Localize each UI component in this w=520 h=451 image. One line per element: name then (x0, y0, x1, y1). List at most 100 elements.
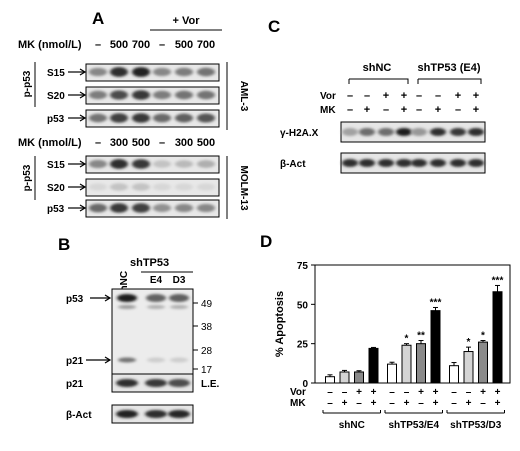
cell-line-label: MOLM-13 (238, 166, 249, 211)
western-band (110, 159, 128, 169)
band-label: β-Act (280, 159, 306, 170)
western-band (89, 113, 107, 123)
vor-sign: + (495, 387, 501, 398)
dose-label: 500 (110, 39, 128, 51)
western-band (132, 67, 150, 77)
dose-label: 500 (197, 137, 215, 149)
western-band (396, 128, 412, 136)
western-band (175, 90, 193, 100)
western-band (197, 113, 215, 123)
vor-sign: – (404, 387, 410, 398)
western-band (89, 67, 107, 77)
arrow-head-icon (79, 68, 87, 76)
mk-sign: + (495, 398, 501, 409)
western-band (175, 183, 193, 191)
band-label: p53 (47, 114, 65, 125)
western-band (359, 128, 375, 136)
vor-sign: – (466, 387, 472, 398)
vor-sign: + (455, 90, 461, 102)
western-band (153, 113, 171, 123)
mk-sign: – (451, 398, 457, 409)
western-band (450, 128, 466, 136)
blot-membrane (111, 288, 194, 377)
arrow-head-icon (79, 114, 87, 122)
band-label-p21: p21 (66, 356, 84, 367)
pp53-group-label: p-p53 (22, 164, 33, 191)
mw-marker-label: 28 (201, 346, 213, 357)
panel-label-a: A (92, 9, 104, 28)
mk-sign: – (455, 104, 461, 116)
western-band (342, 128, 358, 136)
dose-label: 300 (175, 137, 193, 149)
dose-label: 700 (197, 39, 215, 51)
mk-sign: – (416, 104, 422, 116)
apoptosis-bar (449, 365, 459, 384)
dose-label: – (159, 137, 165, 149)
western-band (110, 113, 128, 123)
apoptosis-bar (478, 341, 488, 384)
band-label: S15 (47, 68, 65, 79)
western-band (359, 159, 375, 167)
mk-sign: – (383, 104, 389, 116)
plot-frame (314, 264, 511, 384)
group-label-shnc: shNC (363, 62, 392, 74)
mk-sign: + (473, 104, 479, 116)
panel-label-b: B (58, 235, 70, 254)
bracket-shnc (348, 78, 409, 84)
vor-sign: + (473, 90, 479, 102)
group-label: shTP53/E4 (388, 420, 439, 431)
arrow-head-icon (79, 183, 87, 191)
western-band (175, 203, 193, 213)
western-band (89, 183, 107, 191)
western-band (153, 160, 171, 168)
mk-sign: – (347, 104, 353, 116)
vor-row-label: Vor (290, 387, 306, 398)
western-band (175, 67, 193, 77)
lane-label-d3: D3 (173, 275, 186, 286)
panel-label-d: D (260, 232, 272, 251)
cell-line-label: AML-3 (238, 81, 249, 112)
lane-label-e4: E4 (150, 275, 163, 286)
mk-sign: + (371, 398, 377, 409)
western-band (132, 90, 150, 100)
band-label-p53: p53 (66, 294, 84, 305)
western-band (118, 305, 136, 309)
dose-label: 700 (132, 39, 150, 51)
vor-sign: – (389, 387, 395, 398)
group-label-shtp53: shTP53 (E4) (418, 62, 481, 74)
western-band (145, 410, 167, 418)
mk-sign: – (480, 398, 486, 409)
western-band (145, 379, 167, 387)
apoptosis-bar (354, 371, 364, 384)
mk-sign: – (389, 398, 395, 409)
western-band (168, 410, 190, 418)
arrow-head-icon (79, 91, 87, 99)
western-band (132, 183, 150, 191)
y-tick-label: 0 (302, 379, 308, 390)
lane-label-shnc: shNC (119, 271, 130, 297)
band-label: p53 (47, 204, 65, 215)
western-band (110, 203, 128, 213)
western-band (117, 294, 137, 302)
western-band (197, 67, 215, 77)
western-band (153, 67, 171, 77)
dose-label: 500 (175, 39, 193, 51)
western-band (468, 159, 484, 167)
apoptosis-bar (401, 344, 412, 384)
shtp53-group-label: shTP53 (130, 257, 169, 269)
western-band (110, 90, 128, 100)
western-band (430, 128, 446, 136)
vor-sign: + (356, 387, 362, 398)
western-band (118, 357, 136, 363)
western-band (396, 159, 412, 167)
mw-marker-label: 38 (201, 322, 213, 333)
mk-sign: + (435, 104, 441, 116)
western-band (116, 379, 138, 387)
mw-marker-label: 17 (201, 365, 213, 376)
western-band (197, 160, 215, 168)
arrow-head-icon (104, 356, 112, 364)
western-band (175, 113, 193, 123)
vor-sign: + (371, 387, 377, 398)
